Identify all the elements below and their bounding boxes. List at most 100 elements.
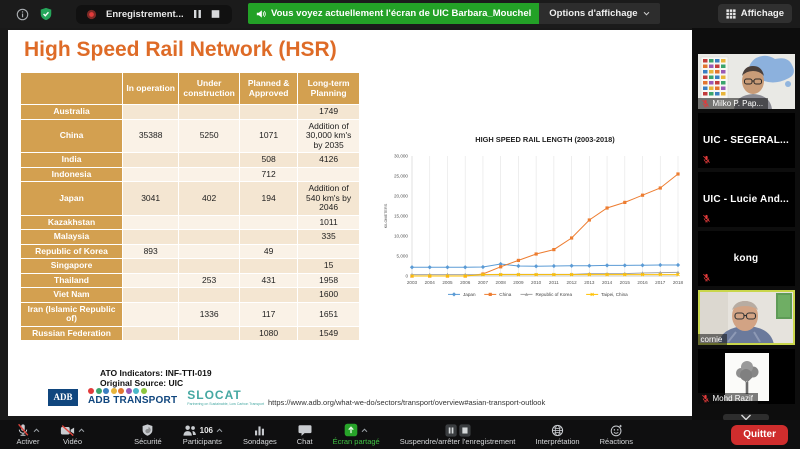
chevron-up-icon[interactable] bbox=[33, 428, 40, 433]
svg-text:2016: 2016 bbox=[637, 280, 648, 285]
svg-text:2011: 2011 bbox=[549, 280, 559, 285]
table-cell bbox=[179, 288, 240, 302]
svg-text:20,000: 20,000 bbox=[394, 194, 408, 199]
participant-tile-kong[interactable]: kong bbox=[697, 231, 795, 286]
rail-scroll-down-button[interactable] bbox=[723, 414, 769, 421]
footnote-source: Original Source: UIC bbox=[100, 378, 184, 388]
svg-text:2014: 2014 bbox=[602, 280, 613, 285]
toolbar-interpretation[interactable]: Interprétation bbox=[535, 423, 580, 446]
svg-text:Republic of Korea: Republic of Korea bbox=[536, 292, 573, 297]
adb-transport-logo: ADB TRANSPORT bbox=[88, 388, 177, 406]
table-cell: 1549 bbox=[298, 326, 359, 341]
toolbar-security[interactable]: Sécurité bbox=[134, 423, 162, 446]
table-header bbox=[21, 73, 123, 105]
slide-title: High Speed Rail Network (HSR) bbox=[24, 38, 337, 61]
toolbar-share-screen[interactable]: Écran partagé bbox=[333, 423, 380, 446]
video-muted-icon bbox=[60, 424, 75, 437]
toolbar-video[interactable]: Vidéo bbox=[60, 423, 85, 446]
participant-tile-uic-lucie-and[interactable]: UIC - Lucie And... bbox=[697, 172, 795, 227]
participant-tile-milko-p-pap[interactable]: Milko P. Pap... bbox=[697, 54, 795, 109]
participants-icon bbox=[182, 424, 197, 437]
toolbar-recording-controls[interactable]: Suspendre/arrêter l'enregistrement bbox=[400, 423, 515, 446]
smiley-icon bbox=[610, 424, 623, 437]
svg-text:15,000: 15,000 bbox=[394, 214, 408, 219]
table-row-header: Singapore bbox=[21, 259, 123, 273]
table-cell bbox=[179, 215, 240, 230]
recording-label: Enregistrement... bbox=[106, 8, 184, 20]
svg-text:5,000: 5,000 bbox=[397, 254, 409, 259]
leave-button[interactable]: Quitter bbox=[731, 424, 788, 445]
svg-text:2015: 2015 bbox=[620, 280, 631, 285]
logo-row: ADB ADB TRANSPORT SLOCAT Partnering on S… bbox=[48, 388, 264, 406]
table-row: Indonesia 712 bbox=[21, 167, 359, 182]
toolbar-chat[interactable]: Chat bbox=[297, 423, 313, 446]
table-cell bbox=[123, 302, 179, 326]
table-cell bbox=[179, 326, 240, 341]
chevron-down-icon bbox=[741, 414, 751, 421]
table-cell: 253 bbox=[179, 273, 240, 288]
table-row: Australia 1749 bbox=[21, 105, 359, 119]
table-cell: 1749 bbox=[298, 105, 359, 119]
table-cell: 35388 bbox=[123, 119, 179, 153]
participant-name: Milko P. Pap... bbox=[697, 98, 769, 109]
svg-text:2009: 2009 bbox=[513, 280, 524, 285]
toolbar-participants[interactable]: 106 Participants bbox=[182, 423, 223, 446]
toolbar-label: Sondages bbox=[242, 437, 277, 446]
table-cell bbox=[123, 230, 179, 244]
participant-tile-mohd-razif[interactable]: Mohd Razif bbox=[697, 349, 795, 404]
toolbar-label: Réactions bbox=[599, 437, 633, 446]
table-cell bbox=[240, 215, 298, 230]
encryption-shield-icon[interactable] bbox=[38, 6, 54, 22]
table-cell: 1958 bbox=[298, 273, 359, 288]
toolbar-reactions[interactable]: Réactions bbox=[600, 423, 633, 446]
chevron-up-icon[interactable] bbox=[78, 428, 85, 433]
toolbar-label: Écran partagé bbox=[332, 437, 380, 446]
table-row-header: Malaysia bbox=[21, 230, 123, 244]
display-options-button[interactable]: Options d'affichage bbox=[539, 3, 660, 24]
toolbar-polls[interactable]: Sondages bbox=[243, 423, 277, 446]
pause-stop-icon bbox=[444, 423, 471, 437]
svg-text:HIGH SPEED RAIL LENGTH (2003-2: HIGH SPEED RAIL LENGTH (2003-2018) bbox=[475, 135, 615, 144]
speaker-icon bbox=[256, 9, 266, 19]
svg-text:2018: 2018 bbox=[673, 280, 684, 285]
table-cell: 1600 bbox=[298, 288, 359, 302]
table-cell bbox=[240, 259, 298, 273]
view-button[interactable]: Affichage bbox=[717, 4, 792, 23]
table-row: Singapore 15 bbox=[21, 259, 359, 273]
share-screen-icon bbox=[344, 423, 358, 437]
participant-tile-cornie[interactable]: cornie bbox=[697, 290, 795, 345]
table-row-header: Australia bbox=[21, 105, 123, 119]
table-cell bbox=[123, 215, 179, 230]
pause-recording-icon[interactable] bbox=[193, 9, 202, 19]
table-cell: 4126 bbox=[298, 153, 359, 167]
table-cell bbox=[179, 259, 240, 273]
muted-mic-icon bbox=[702, 273, 711, 282]
toolbar-label: Chat bbox=[296, 437, 313, 446]
slocat-logo: SLOCAT Partnering on Sustainable, Low Ca… bbox=[187, 388, 265, 406]
svg-text:2004: 2004 bbox=[425, 280, 436, 285]
svg-text:KILOMETERS: KILOMETERS bbox=[384, 203, 388, 228]
muted-mic-icon bbox=[702, 155, 711, 164]
table-cell: 508 bbox=[240, 153, 298, 167]
table-cell bbox=[298, 167, 359, 182]
chevron-up-icon[interactable] bbox=[216, 428, 223, 433]
globe-icon bbox=[551, 424, 564, 437]
participant-name: Mohd Razif bbox=[697, 393, 758, 404]
adb-logo: ADB bbox=[48, 388, 78, 406]
toolbar-microphone[interactable]: Activer bbox=[16, 423, 40, 446]
toolbar-label: Participants bbox=[182, 437, 222, 446]
chevron-up-icon[interactable] bbox=[361, 428, 368, 433]
stop-recording-icon[interactable] bbox=[211, 9, 220, 19]
toolbar-label: Activer bbox=[16, 437, 40, 446]
info-icon[interactable] bbox=[14, 6, 30, 22]
table-header: Planned & Approved bbox=[240, 73, 298, 105]
table-cell bbox=[298, 244, 359, 259]
table-cell: Addition of 540 km's by 2046 bbox=[298, 182, 359, 215]
svg-text:2006: 2006 bbox=[460, 280, 471, 285]
participant-tile-uic-segeral[interactable]: UIC - SEGERAL... bbox=[697, 113, 795, 168]
table-cell: 431 bbox=[240, 273, 298, 288]
toolbar-label: Interprétation bbox=[535, 437, 580, 446]
table-row-header: Thailand bbox=[21, 273, 123, 288]
participant-name: UIC - SEGERAL... bbox=[703, 135, 789, 146]
meeting-toolbar: Activer Vidéo Sécurité 106 Participants Sond… bbox=[0, 420, 800, 449]
